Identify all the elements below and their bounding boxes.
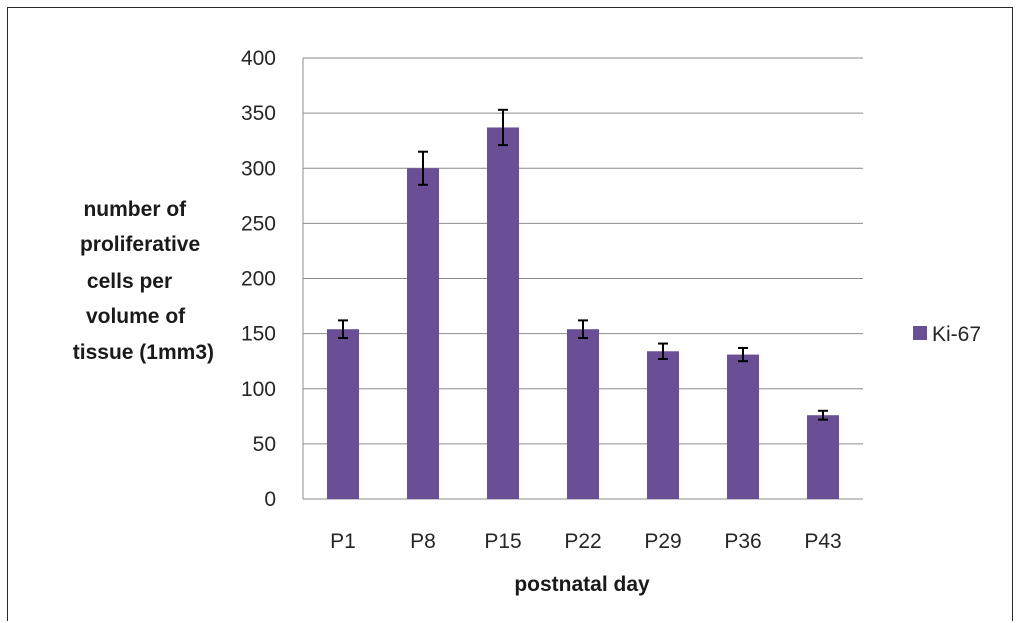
x-tick-label: P1 — [330, 530, 356, 553]
bars — [327, 127, 839, 500]
y-tick-label: 150 — [241, 323, 276, 346]
x-tick-label: P15 — [484, 530, 521, 553]
bar-p15 — [487, 127, 519, 500]
bar-p8 — [407, 168, 439, 499]
y-axis-title-line-5: tissue (1mm3) — [73, 341, 214, 364]
y-axis-title-line-2: proliferative — [80, 233, 200, 256]
y-axis-title-line-3: cells per — [87, 270, 172, 293]
y-tick-label: 300 — [241, 157, 276, 180]
error-bar-p36 — [738, 346, 748, 363]
bar-p29 — [647, 351, 679, 499]
y-tick-label: 100 — [241, 378, 276, 401]
x-tick-labels: P1 P8 P15 P22 P29 P36 P43 — [330, 530, 842, 553]
x-tick-label: P36 — [724, 530, 761, 553]
error-bar-p29 — [658, 342, 668, 360]
error-bars — [338, 108, 828, 421]
y-tick-label: 50 — [253, 433, 276, 456]
bar-p1 — [327, 329, 359, 499]
y-axis-title-line-4: volume of — [86, 305, 186, 328]
x-tick-label: P43 — [804, 530, 841, 553]
y-tick-label: 250 — [241, 212, 276, 235]
legend: Ki-67 — [913, 323, 981, 346]
error-bar-p22 — [578, 319, 588, 340]
x-axis-title: postnatal day — [514, 573, 650, 596]
y-axis-title-line-1: number of — [83, 198, 187, 221]
error-bar-p1 — [338, 319, 348, 340]
x-tick-label: P29 — [644, 530, 681, 553]
y-axis-title: number of proliferative cells per volume… — [73, 198, 214, 364]
x-tick-label: P8 — [410, 530, 436, 553]
legend-label-ki-67: Ki-67 — [932, 323, 981, 346]
y-tick-label: 350 — [241, 102, 276, 125]
y-tick-labels: 0 50 100 150 200 250 300 350 400 — [241, 47, 276, 511]
error-bar-p43 — [818, 409, 828, 421]
y-tick-label: 400 — [241, 47, 276, 70]
legend-swatch-ki-67 — [913, 326, 927, 340]
y-tick-label: 0 — [264, 488, 276, 511]
y-tick-label: 200 — [241, 268, 276, 291]
x-tick-label: P22 — [564, 530, 601, 553]
bar-p22 — [567, 329, 599, 499]
error-bar-p15 — [498, 108, 508, 147]
chart-frame — [7, 7, 1013, 621]
bar-p36 — [727, 354, 759, 499]
bar-p43 — [807, 415, 839, 499]
error-bar-p8 — [418, 150, 428, 186]
